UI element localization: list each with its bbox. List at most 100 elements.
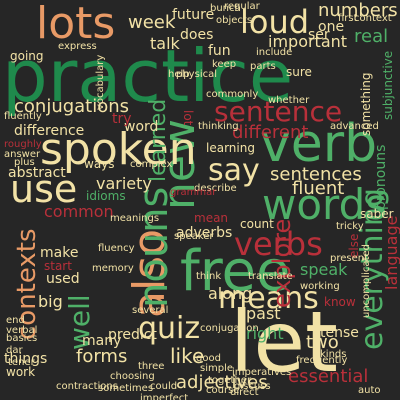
word-count: count <box>240 217 274 231</box>
word-adverbs: adverbs <box>176 225 233 241</box>
word-ways: ways <box>84 157 115 171</box>
word-going: going <box>10 49 44 63</box>
word-know: know <box>324 295 356 309</box>
word-work: work <box>6 365 36 379</box>
word-grammar: grammar <box>170 187 217 198</box>
word-speak: speak <box>300 260 348 279</box>
word-difference: difference <box>14 123 85 139</box>
word-like: like <box>170 344 205 368</box>
word-one: one <box>318 19 345 35</box>
word-objects: objects <box>216 15 253 26</box>
word-right: right <box>246 324 284 343</box>
word-three: three <box>138 361 165 372</box>
word-first: first <box>338 13 358 24</box>
word-important: important <box>268 32 348 51</box>
word-lot: lot <box>181 110 195 126</box>
word-two: two <box>306 332 339 353</box>
word-essential: essential <box>288 366 369 387</box>
word-words: words <box>262 180 388 229</box>
word-forms: forms <box>76 346 128 367</box>
word-could: could <box>150 381 178 392</box>
word-means: means <box>218 281 319 316</box>
word-things: things <box>4 351 48 367</box>
word-describe: describe <box>194 183 237 194</box>
word-learning: learning <box>206 141 255 155</box>
word-used: used <box>46 271 80 287</box>
word-verbs: verbs <box>234 225 323 263</box>
word-language: language <box>382 215 400 291</box>
word-variety: variety <box>96 174 152 193</box>
word-dar: dar <box>6 345 23 356</box>
word-start: start <box>44 259 72 273</box>
word-different: different <box>232 122 309 143</box>
word-whether: whether <box>268 95 310 106</box>
word-regular: regular <box>224 1 260 12</box>
word-sure: sure <box>286 65 312 79</box>
word-fluently: fluently <box>4 111 42 122</box>
word-common: common <box>44 202 114 221</box>
word-sometimes: sometimes <box>98 383 154 394</box>
word-physical: physical <box>176 69 217 80</box>
word-memory: memory <box>92 263 134 274</box>
word-speaker: speaker <box>174 231 214 242</box>
word-past: past <box>246 304 281 323</box>
word-predict: predict <box>108 327 157 343</box>
word-basics: basics <box>6 333 38 344</box>
word-keep: keep <box>212 59 237 70</box>
word-idioms: idioms <box>86 189 126 203</box>
word-together: together <box>208 375 252 386</box>
word-direct: direct <box>230 387 259 398</box>
word-saber: saber <box>360 207 394 221</box>
word-does: does <box>180 27 214 43</box>
word-say: say <box>208 153 260 188</box>
word-fluency: fluency <box>98 243 135 254</box>
word-fun: fun <box>208 43 231 59</box>
word-course: course <box>206 385 240 396</box>
word-tener: tener <box>8 357 35 368</box>
word-translate: translate <box>248 271 293 282</box>
word-loud: loud <box>240 3 310 41</box>
word-imperfect: imperfect <box>140 393 189 400</box>
word-abstract: abstract <box>8 165 66 181</box>
word-pronouns: pronouns <box>373 144 389 210</box>
word-nouns: nouns <box>131 186 177 308</box>
word-choosing: choosing <box>110 371 155 382</box>
word-sentences: sentences <box>270 164 362 185</box>
word-talk: talk <box>150 34 180 53</box>
word-sentence: sentence <box>214 95 343 128</box>
word-simple: simple <box>200 363 234 374</box>
word-vocabulary: vocabulary <box>95 54 106 110</box>
word-uncomplicated: uncomplicated <box>361 244 372 318</box>
word-advanced: advanced <box>330 121 379 132</box>
word-many: many <box>82 333 122 349</box>
word-bunch: bunch <box>210 3 241 14</box>
word-working: working <box>300 281 340 292</box>
word-meanings: meanings <box>110 213 160 224</box>
word-let: let <box>230 293 338 391</box>
word-quiz: quiz <box>138 311 201 346</box>
word-plus: plus <box>14 157 35 168</box>
word-contractions: contractions <box>56 381 118 392</box>
word-complex: complex <box>130 159 173 170</box>
word-subjunctive: subjunctive <box>381 50 395 120</box>
word-try: try <box>112 111 132 127</box>
word-verb: verb <box>260 114 378 174</box>
word-adjectives: adjectives <box>176 372 268 393</box>
word-good: good <box>196 353 221 364</box>
word-real: real <box>354 26 389 47</box>
word-conjugations: conjugations <box>14 96 130 117</box>
word-context: context <box>354 13 392 24</box>
word-week: week <box>128 12 176 33</box>
word-think: think <box>196 271 222 282</box>
word-imperatives: imperatives <box>232 367 292 378</box>
word-practice: practice <box>2 34 294 118</box>
word-present: present <box>330 253 369 264</box>
word-frequently: frequently <box>296 355 348 366</box>
word-make: make <box>40 245 79 261</box>
word-tricky: tricky <box>336 221 364 232</box>
word-thinking: thinking <box>198 121 239 132</box>
word-roughly: roughly <box>4 139 42 150</box>
word-commonly: commonly <box>206 89 259 100</box>
word-tense: tense <box>320 325 359 341</box>
